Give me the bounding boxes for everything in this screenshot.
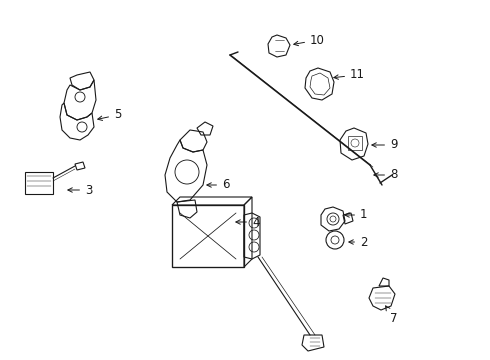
Text: 8: 8: [374, 168, 397, 181]
Text: 6: 6: [207, 179, 229, 192]
Text: 3: 3: [68, 184, 93, 197]
Bar: [348, 136, 362, 150]
Text: 10: 10: [294, 33, 325, 46]
Text: 1: 1: [345, 208, 368, 221]
Bar: [25, 172, 53, 194]
Text: 9: 9: [372, 139, 397, 152]
Text: 2: 2: [349, 235, 368, 248]
Text: 4: 4: [236, 216, 260, 229]
Text: 5: 5: [98, 108, 122, 122]
Text: 11: 11: [334, 68, 365, 81]
Bar: [172, 205, 244, 267]
Text: 7: 7: [386, 306, 397, 324]
